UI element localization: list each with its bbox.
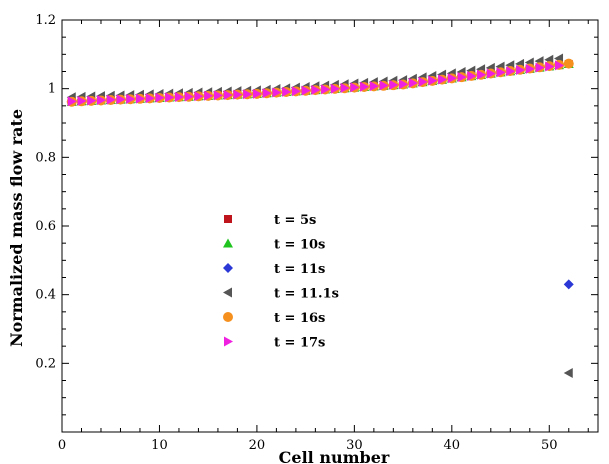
data-point: [96, 95, 106, 106]
data-point: [213, 90, 223, 101]
data-point: [350, 82, 360, 93]
data-point: [87, 95, 97, 106]
data-point: [389, 79, 399, 90]
plot-area: [61, 19, 599, 433]
data-point: [545, 61, 555, 72]
legend: t = 5s t = 10s t = 11s t = 11.1s t = 16s t = …: [223, 213, 339, 351]
legend-label: t = 11s: [274, 262, 325, 277]
legend-marker: [224, 336, 233, 347]
data-point: [311, 84, 321, 95]
x-tick-label: 10: [151, 438, 168, 453]
legend-marker: [223, 263, 233, 273]
data-point: [477, 69, 487, 80]
legend-label: t = 16s: [274, 311, 325, 326]
data-point: [525, 63, 535, 74]
data-point: [233, 89, 243, 100]
data-point: [447, 73, 457, 84]
y-tick-label: 0.6: [35, 219, 56, 234]
data-point: [262, 88, 272, 99]
y-tick-label: 0.4: [35, 288, 56, 303]
data-point: [408, 78, 418, 89]
data-point: [555, 60, 565, 71]
data-point: [428, 75, 438, 86]
legend-marker: [223, 287, 232, 298]
y-tick-label: 0.2: [35, 356, 56, 371]
data-point: [77, 95, 87, 106]
data-point: [301, 85, 311, 96]
data-point: [282, 86, 292, 97]
data-point: [116, 94, 126, 105]
series-5: [67, 60, 565, 107]
y-axis-label: Normalized mass flow rate: [7, 109, 26, 347]
y-tick-label: 1.2: [35, 13, 56, 28]
data-point: [535, 62, 545, 73]
data-point: [563, 58, 574, 69]
data-point: [369, 81, 379, 92]
data-point: [194, 91, 204, 102]
data-point: [174, 91, 184, 102]
data-point: [165, 92, 175, 103]
legend-marker: [224, 215, 232, 223]
data-point: [155, 92, 165, 103]
data-point: [243, 89, 253, 100]
data-point: [126, 93, 136, 104]
data-point: [330, 83, 340, 94]
data-point: [252, 88, 262, 99]
data-point: [486, 68, 496, 79]
axis-ticks: [61, 19, 598, 433]
data-point: [223, 90, 233, 101]
data-point: [272, 87, 282, 98]
legend-label: t = 10s: [274, 238, 325, 253]
data-point: [291, 86, 301, 97]
x-tick-label: 0: [58, 438, 66, 453]
data-point: [135, 93, 145, 104]
data-point: [399, 79, 409, 90]
data-point: [496, 67, 506, 78]
data-point: [438, 74, 448, 85]
data-point: [184, 91, 194, 102]
data-point: [106, 94, 116, 105]
data-points: [66, 53, 574, 378]
legend-marker: [223, 312, 233, 322]
plot-border: [61, 19, 599, 433]
data-point: [457, 72, 467, 83]
data-point: [563, 367, 573, 378]
data-point: [418, 76, 428, 87]
legend-marker: [223, 238, 233, 248]
data-point: [67, 96, 77, 107]
legend-label: t = 11.1s: [274, 287, 339, 302]
data-point: [321, 84, 331, 95]
data-point: [563, 279, 574, 290]
x-tick-label: 20: [249, 438, 266, 453]
x-tick-label: 50: [541, 438, 558, 453]
y-tick-label: 0.8: [35, 150, 56, 165]
data-point: [340, 83, 350, 94]
x-axis-label: Cell number: [279, 448, 390, 464]
data-point: [467, 70, 477, 81]
y-tick-label: 1: [48, 82, 56, 97]
legend-label: t = 17s: [274, 336, 325, 351]
data-point: [360, 81, 370, 92]
data-point: [204, 90, 214, 101]
data-point: [516, 65, 526, 76]
x-tick-label: 40: [444, 438, 461, 453]
data-point: [506, 66, 516, 77]
tick-labels: 0 10 20 30 40 50 0.2 0.4 0.6 0.8 1 1.2: [35, 13, 557, 453]
data-point: [145, 93, 155, 104]
data-point: [379, 80, 389, 91]
x-tick-label: 30: [346, 438, 363, 453]
legend-label: t = 5s: [274, 213, 316, 228]
